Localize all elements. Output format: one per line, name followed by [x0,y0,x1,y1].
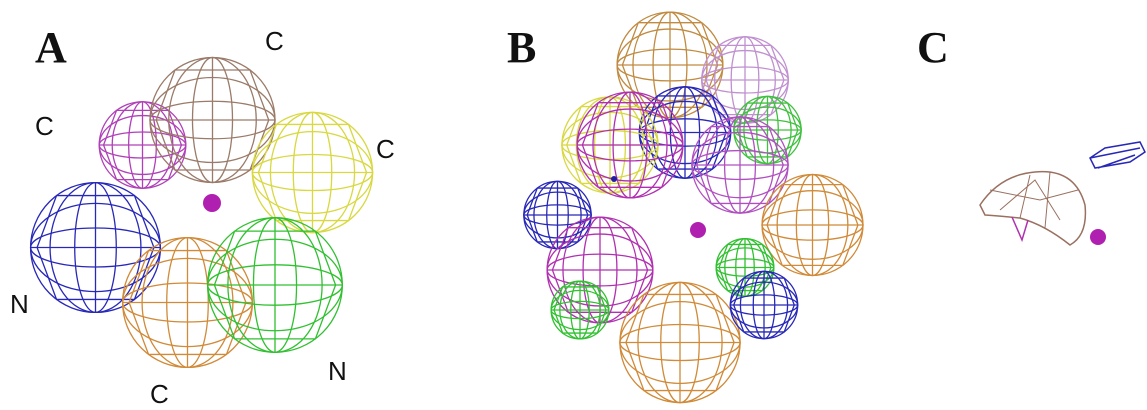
terminus-label: C [150,379,169,409]
mesh [730,271,797,338]
panel-label: C [917,23,949,72]
mesh [980,172,1085,245]
panel-c: C [917,23,1145,245]
panel-label: A [35,23,67,72]
figure: A C C C N C N B [0,0,1147,410]
density-meshes [524,12,863,402]
mesh [692,117,788,213]
metal-ion [1090,229,1106,245]
terminus-label: C [376,134,395,164]
panel-label: B [507,23,536,72]
mesh [123,238,253,368]
mesh [577,92,683,198]
mesh [762,175,863,276]
terminus-label: C [265,26,284,56]
metal-ion [690,222,706,238]
mesh [716,239,774,297]
mesh [620,282,740,402]
panel-a: A C C C N C N [10,23,395,409]
mesh [31,183,161,313]
terminus-label: C [35,111,54,141]
mesh [1090,142,1145,168]
atom [611,176,617,182]
metal-ion [203,194,221,212]
terminus-label: N [10,289,29,319]
panel-b: B [507,12,863,402]
density-meshes [31,58,373,368]
terminus-label: N [328,356,347,386]
mesh [990,172,1078,228]
mesh [551,281,609,339]
mesh [150,58,275,183]
mesh [252,112,372,232]
